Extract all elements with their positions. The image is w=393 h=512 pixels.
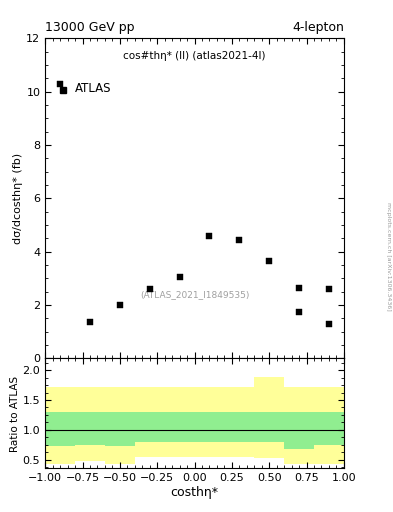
Bar	[224, 412, 254, 442]
Bar	[75, 412, 105, 445]
Y-axis label: Ratio to ATLAS: Ratio to ATLAS	[10, 375, 20, 452]
Bar	[165, 387, 195, 457]
Bar	[135, 412, 165, 442]
Bar	[284, 412, 314, 449]
Bar	[105, 412, 135, 446]
X-axis label: costhη*: costhη*	[171, 486, 219, 499]
Text: 13000 GeV pp: 13000 GeV pp	[45, 20, 135, 34]
Bar	[45, 412, 75, 446]
Y-axis label: dσ/dcosthη* (fb): dσ/dcosthη* (fb)	[13, 153, 24, 244]
Bar	[224, 387, 254, 457]
Bar	[135, 387, 165, 457]
Bar	[254, 377, 284, 458]
Bar	[105, 387, 135, 464]
Text: 4-lepton: 4-lepton	[292, 20, 344, 34]
Bar	[314, 412, 344, 445]
Text: ATLAS: ATLAS	[75, 81, 112, 95]
Text: mcplots.cern.ch [arXiv:1306.3436]: mcplots.cern.ch [arXiv:1306.3436]	[386, 202, 391, 310]
Bar	[284, 387, 314, 464]
Bar	[254, 412, 284, 442]
Bar	[165, 412, 195, 442]
Bar	[75, 387, 105, 461]
Bar	[314, 387, 344, 464]
Text: cos#thη* (ll) (atlas2021-4l): cos#thη* (ll) (atlas2021-4l)	[123, 51, 266, 61]
Bar	[195, 387, 224, 457]
Text: (ATLAS_2021_I1849535): (ATLAS_2021_I1849535)	[140, 290, 249, 299]
Bar	[45, 387, 75, 464]
Bar	[195, 412, 224, 442]
